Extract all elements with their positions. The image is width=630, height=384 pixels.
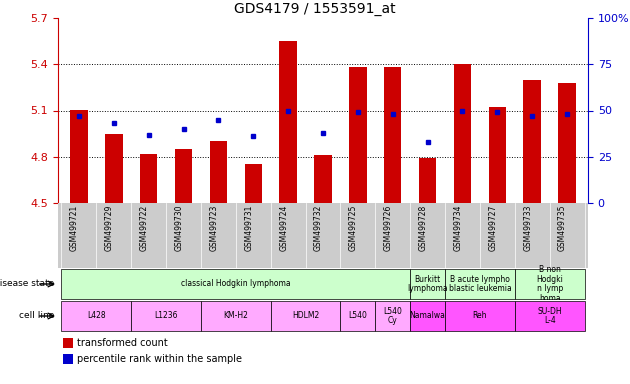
Text: GSM499729: GSM499729: [105, 205, 114, 251]
Text: GSM499730: GSM499730: [175, 205, 183, 252]
Text: disease state: disease state: [0, 280, 54, 288]
Text: L1236: L1236: [154, 311, 178, 321]
FancyBboxPatch shape: [131, 301, 201, 331]
Text: GSM499722: GSM499722: [140, 205, 149, 251]
FancyBboxPatch shape: [515, 269, 585, 300]
Bar: [63, 338, 73, 348]
Text: B acute lympho
blastic leukemia: B acute lympho blastic leukemia: [449, 275, 512, 293]
Bar: [454, 64, 471, 203]
FancyBboxPatch shape: [515, 301, 585, 331]
Text: GSM499725: GSM499725: [349, 205, 358, 251]
Text: Reh: Reh: [472, 311, 487, 321]
FancyBboxPatch shape: [201, 301, 271, 331]
FancyBboxPatch shape: [375, 301, 410, 331]
Text: GSM499724: GSM499724: [279, 205, 288, 251]
Text: GSM499735: GSM499735: [558, 205, 567, 252]
FancyBboxPatch shape: [62, 301, 131, 331]
Text: HDLM2: HDLM2: [292, 311, 319, 321]
Text: GSM499731: GSM499731: [244, 205, 253, 251]
Text: percentile rank within the sample: percentile rank within the sample: [77, 354, 242, 364]
Text: L540
Cy: L540 Cy: [383, 307, 402, 325]
Bar: [349, 67, 367, 203]
Bar: [63, 354, 73, 364]
FancyBboxPatch shape: [271, 301, 340, 331]
Text: Namalwa: Namalwa: [410, 311, 445, 321]
Text: GSM499727: GSM499727: [488, 205, 497, 251]
Bar: [105, 134, 122, 203]
Bar: [280, 41, 297, 203]
Bar: [489, 108, 506, 203]
Bar: [524, 79, 541, 203]
Text: GSM499721: GSM499721: [70, 205, 79, 251]
Text: GSM499726: GSM499726: [384, 205, 392, 251]
Text: GSM499728: GSM499728: [418, 205, 428, 251]
Text: SU-DH
L-4: SU-DH L-4: [537, 307, 562, 325]
Text: transformed count: transformed count: [77, 338, 168, 348]
Bar: [140, 154, 158, 203]
Bar: [419, 158, 437, 203]
Text: classical Hodgkin lymphoma: classical Hodgkin lymphoma: [181, 280, 290, 288]
Text: L540: L540: [348, 311, 367, 321]
FancyBboxPatch shape: [340, 301, 375, 331]
Text: cell line: cell line: [19, 311, 54, 321]
Bar: [175, 149, 192, 203]
Text: GSM499733: GSM499733: [523, 205, 532, 252]
FancyBboxPatch shape: [62, 269, 410, 300]
Text: GDS4179 / 1553591_at: GDS4179 / 1553591_at: [234, 2, 396, 16]
Text: GSM499723: GSM499723: [209, 205, 219, 251]
Text: Burkitt
lymphoma: Burkitt lymphoma: [407, 275, 448, 293]
Text: GSM499732: GSM499732: [314, 205, 323, 251]
Bar: [558, 83, 576, 203]
Bar: [210, 141, 227, 203]
FancyBboxPatch shape: [410, 301, 445, 331]
Bar: [70, 111, 88, 203]
Bar: [384, 67, 401, 203]
FancyBboxPatch shape: [410, 269, 445, 300]
Text: L428: L428: [87, 311, 106, 321]
FancyBboxPatch shape: [445, 269, 515, 300]
Text: GSM499734: GSM499734: [454, 205, 462, 252]
Bar: [314, 155, 332, 203]
Text: B non
Hodgki
n lymp
homa: B non Hodgki n lymp homa: [536, 265, 563, 303]
Text: KM-H2: KM-H2: [224, 311, 248, 321]
FancyBboxPatch shape: [445, 301, 515, 331]
Bar: [244, 164, 262, 203]
